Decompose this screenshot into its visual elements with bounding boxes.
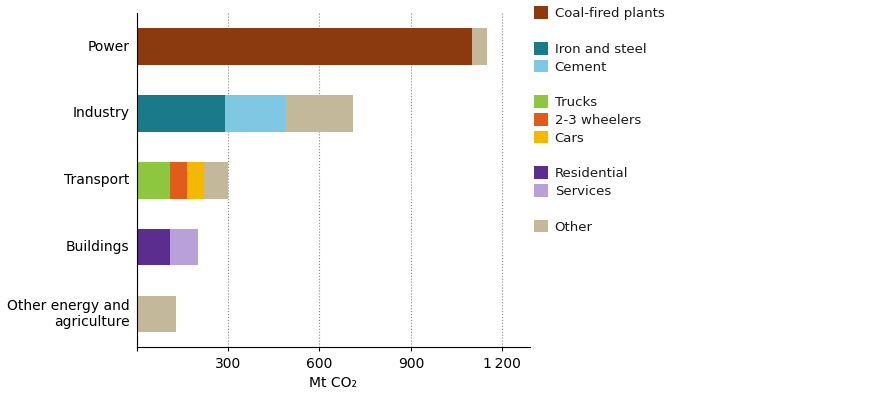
Bar (187, 162, 203, 198)
Bar (471, 28, 487, 65)
Bar (136, 229, 170, 266)
Bar (286, 95, 353, 132)
Bar (136, 295, 176, 332)
Bar (136, 95, 225, 132)
X-axis label: Mt CO₂: Mt CO₂ (308, 376, 357, 390)
Legend: Coal-fired plants, , Iron and steel, Cement, , Trucks, 2-3 wheelers, Cars, , Res: Coal-fired plants, , Iron and steel, Cem… (533, 6, 664, 233)
Bar (225, 95, 286, 132)
Bar (136, 28, 471, 65)
Bar (170, 229, 197, 266)
Bar (136, 162, 170, 198)
Bar (203, 162, 228, 198)
Bar (170, 162, 187, 198)
